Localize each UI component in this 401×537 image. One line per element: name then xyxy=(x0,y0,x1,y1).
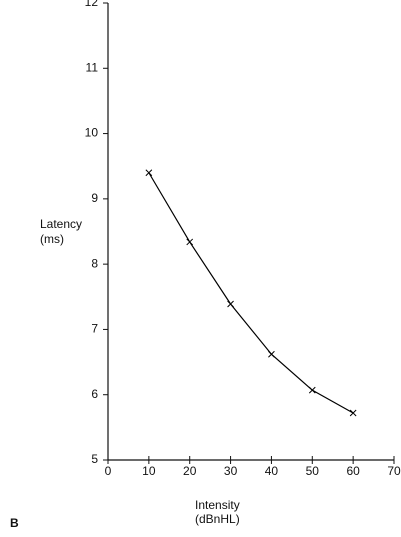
point-marker xyxy=(227,300,234,308)
y-tick-label: 7 xyxy=(91,322,98,336)
y-axis-label: Latency xyxy=(40,217,82,231)
panel-label: B xyxy=(10,516,19,530)
point-marker xyxy=(268,350,275,358)
y-tick-label: 12 xyxy=(85,0,99,9)
x-axis-label: Intensity xyxy=(195,498,240,512)
x-tick-label: 10 xyxy=(142,464,156,478)
y-tick-label: 6 xyxy=(91,387,98,401)
y-tick-label: 5 xyxy=(91,452,98,466)
point-marker xyxy=(308,386,316,394)
series-line xyxy=(148,172,354,414)
point-marker xyxy=(186,238,194,246)
x-tick-label: 0 xyxy=(105,464,112,478)
x-tick-label: 30 xyxy=(224,464,238,478)
y-tick-label: 8 xyxy=(91,256,98,270)
y-tick-label: 9 xyxy=(91,191,98,205)
y-tick-label: 11 xyxy=(86,60,99,74)
x-tick-label: 40 xyxy=(265,464,279,478)
point-marker xyxy=(349,409,357,417)
y-axis-label: (ms) xyxy=(40,232,64,246)
y-tick-label: 10 xyxy=(85,126,99,140)
x-tick-label: 20 xyxy=(183,464,197,478)
x-tick-label: 50 xyxy=(306,464,320,478)
point-marker xyxy=(145,169,153,177)
x-tick-label: 60 xyxy=(346,464,360,478)
x-tick-label: 70 xyxy=(387,464,401,478)
x-axis-label: (dBnHL) xyxy=(195,512,240,526)
